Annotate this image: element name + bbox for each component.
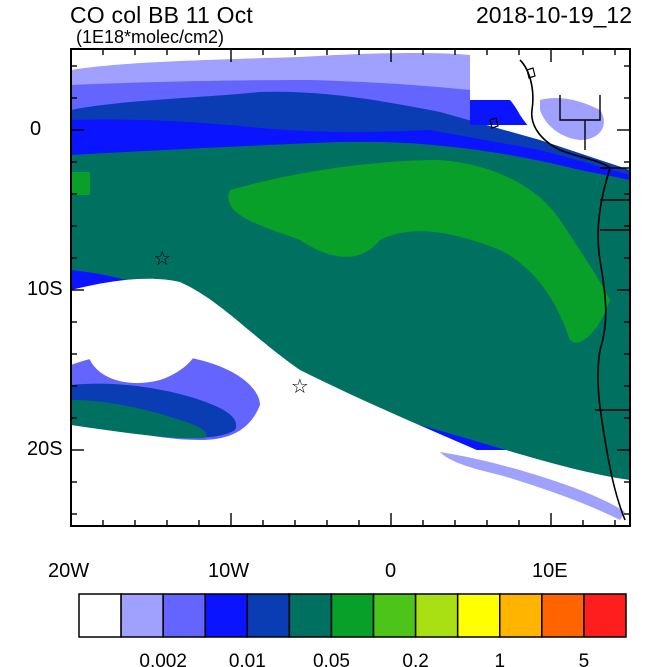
concentration-field	[71, 49, 630, 526]
colorbar-swatch	[162, 593, 206, 638]
plot-frame	[70, 48, 631, 527]
colorbar-swatch	[330, 593, 375, 638]
colorbar-swatch	[204, 593, 249, 638]
map-datetime: 2018-10-19_12	[475, 2, 632, 28]
colorbar-swatch	[78, 593, 122, 638]
colorbar: 0.002 0.01 0.05 0.2 1 5	[78, 593, 627, 667]
colorbar-swatch	[246, 593, 291, 638]
lon-label-10e: 10E	[532, 560, 568, 582]
colorbar-label: 0.01	[229, 651, 266, 667]
colorbar-label: 0.05	[313, 651, 350, 667]
colorbar-swatch	[456, 593, 501, 638]
lat-label-10s: 10S	[27, 278, 63, 300]
star-marker: ☆	[153, 246, 171, 270]
map-title: CO col BB 11 Oct	[70, 2, 253, 28]
map-units: (1E18*molec/cm2)	[76, 27, 225, 47]
colorbar-swatch	[541, 593, 585, 638]
lon-label-10w: 10W	[208, 560, 250, 582]
colorbar-label: 5	[579, 651, 590, 667]
lat-label-0: 0	[30, 118, 42, 140]
colorbar-label: 0.002	[139, 651, 187, 667]
colorbar-swatch	[499, 593, 543, 638]
colorbar-label: 0.2	[402, 651, 428, 667]
site-markers: ☆☆	[153, 246, 309, 398]
colorbar-swatch	[414, 593, 459, 638]
star-marker: ☆	[291, 374, 309, 398]
lon-label-20w: 20W	[48, 560, 90, 582]
colorbar-swatch	[372, 593, 417, 638]
lat-label-20s: 20S	[27, 438, 63, 460]
colorbar-swatch	[583, 593, 627, 638]
colorbar-label: 1	[494, 651, 505, 667]
colorbar-swatch	[288, 593, 333, 638]
tick-marks	[70, 49, 630, 526]
colorbar-swatch	[120, 593, 164, 638]
lon-label-0: 0	[385, 560, 397, 582]
